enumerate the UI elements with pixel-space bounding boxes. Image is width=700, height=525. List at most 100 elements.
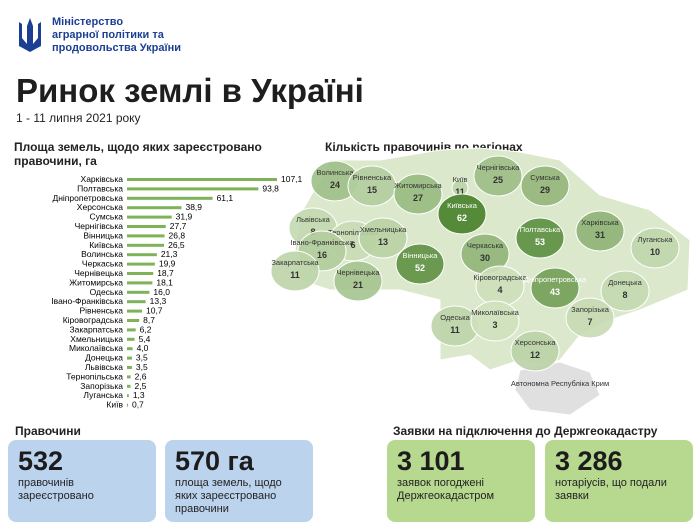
region (393, 173, 443, 215)
region-name: Львівська (296, 215, 330, 224)
value-label: 5,4 (139, 334, 151, 344)
subtitle: 1 - 11 липня 2021 року (16, 111, 141, 125)
card: 532 правочинів зареєстровано (8, 440, 156, 522)
value-label: 107,1 (281, 174, 303, 184)
region-name: Миколаївська (471, 308, 519, 317)
region-name: Харківська (581, 218, 619, 227)
crimea-shape (514, 361, 601, 416)
value-label: 8,7 (143, 315, 155, 325)
region (510, 330, 560, 372)
region-name: Кіровоградська (473, 273, 527, 282)
region-value: 8 (622, 290, 627, 300)
region (473, 155, 523, 197)
category-label: Хмельницька (70, 334, 123, 344)
card: 570 га площа земель, щодо яких зареєстров… (165, 440, 313, 522)
category-label: Кіровоградська (63, 315, 124, 325)
region-name: Івано-Франківська (290, 238, 354, 247)
bar (127, 347, 133, 351)
region-name: Закарпатська (271, 258, 319, 267)
region (395, 243, 445, 285)
category-label: Чернігівська (75, 221, 124, 231)
chart: Харківська 107,1 Полтавська 93,8 Дніпропетро… (51, 147, 691, 416)
category-label: Сумська (90, 212, 124, 222)
bar (127, 290, 150, 294)
ministry-line: продовольства України (52, 42, 182, 54)
category-label: Вінницька (83, 230, 123, 240)
category-label: Запорізька (80, 381, 123, 391)
region-name: Дніпропетровська (524, 275, 587, 284)
bar (127, 309, 142, 313)
region-name: Запорізька (571, 305, 610, 314)
category-label: Черкаська (82, 259, 123, 269)
region-name: Чернівецька (336, 268, 380, 277)
region (575, 210, 625, 252)
region (333, 260, 383, 302)
bar (127, 403, 128, 407)
card-label: площа земель, щодо яких зареєстровано пр… (175, 477, 282, 515)
region-value: 11 (455, 187, 465, 197)
region-name: Житомирська (394, 181, 442, 190)
bar (127, 243, 165, 247)
region-value: 3 (492, 320, 497, 330)
region (600, 270, 650, 312)
bar (127, 356, 132, 360)
category-label: Рівненська (79, 306, 123, 316)
value-label: 1,3 (133, 390, 145, 400)
value-label: 2,5 (135, 381, 147, 391)
category-label: Луганська (83, 390, 123, 400)
category-label: Житомирська (69, 277, 123, 287)
value-label: 18,1 (156, 277, 173, 287)
region-value: 11 (450, 325, 460, 335)
region-name: Рівненська (353, 173, 392, 182)
logo (19, 18, 41, 52)
region-name: Київ (453, 175, 468, 184)
card-value: 570 га (175, 446, 254, 476)
region-value: 53 (535, 237, 545, 247)
region-name: Тернопільська (328, 228, 379, 237)
value-label: 21,3 (161, 249, 178, 259)
chart-title: Площа земель, щодо яких зареєстровано пр… (14, 140, 262, 168)
value-label: 2,6 (135, 371, 147, 381)
cards-title: Правочини (15, 424, 81, 438)
region-name: Донецька (608, 278, 642, 287)
bar (127, 178, 277, 181)
region (358, 217, 408, 259)
region (437, 193, 487, 235)
bar (127, 225, 166, 228)
cards-title: Заявки на підключення до Держгеокадастру (393, 424, 658, 438)
category-label: Київ (106, 400, 123, 410)
ministry-line: аграрної політики та (52, 29, 164, 41)
category-label: Львівська (85, 362, 123, 372)
card-value: 3 101 (397, 446, 465, 476)
card-label: правочинів зареєстровано (18, 477, 94, 502)
card-label: нотаріусів, що подали заявки (555, 477, 667, 502)
value-label: 3,5 (136, 353, 148, 363)
category-label: Київська (89, 240, 123, 250)
bar (127, 384, 131, 388)
region-name: Хмельницька (360, 225, 407, 234)
bar (127, 337, 135, 341)
region-name: Волинська (317, 168, 355, 177)
value-label: 6,2 (140, 324, 152, 334)
region-value: 62 (457, 213, 467, 223)
value-label: 4,0 (137, 343, 149, 353)
region-name: Херсонська (515, 338, 557, 347)
region-name: Черкаська (467, 241, 504, 250)
region-name: Київська (447, 201, 478, 210)
region (565, 297, 615, 339)
value-label: 27,7 (170, 221, 187, 231)
region (530, 267, 580, 309)
value-label: 16,0 (153, 287, 170, 297)
ministry: Міністерство аграрної політики та продовол… (52, 16, 181, 55)
region-value: 27 (413, 193, 423, 203)
region-value: 15 (367, 185, 377, 195)
bar (127, 187, 259, 191)
card: 3 101 заявок погоджені Держгеокадастром (387, 440, 535, 522)
region-name: Чернігівська (477, 163, 521, 172)
category-label: Одеська (90, 287, 124, 297)
card-value: 532 (18, 446, 64, 476)
region-value: 13 (378, 237, 388, 247)
category-label: Івано-Франківська (51, 296, 123, 306)
value-label: 3,5 (136, 362, 148, 372)
value-label: 26,8 (169, 230, 186, 240)
